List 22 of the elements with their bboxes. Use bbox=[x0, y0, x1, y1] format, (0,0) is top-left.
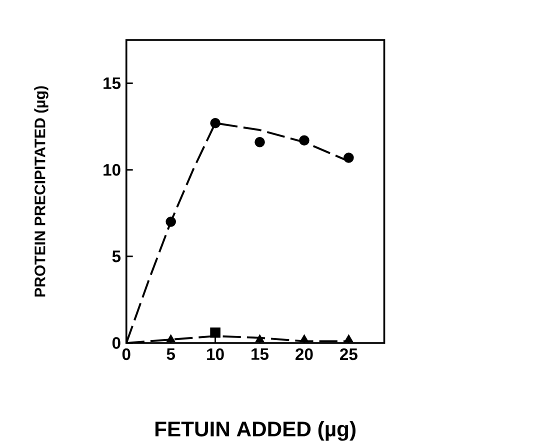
x-tick-label: 20 bbox=[296, 348, 313, 360]
point bbox=[255, 334, 264, 342]
x-tick-label: 5 bbox=[166, 348, 175, 360]
point bbox=[300, 334, 309, 342]
point bbox=[344, 334, 354, 342]
x-tick-label: 10 bbox=[207, 348, 224, 360]
point bbox=[344, 152, 354, 163]
point bbox=[210, 327, 220, 338]
y-tick-label: 15 bbox=[104, 77, 121, 89]
y-tick-label: 0 bbox=[112, 337, 120, 349]
x-tick-label: 25 bbox=[340, 348, 358, 360]
point bbox=[166, 334, 176, 342]
point bbox=[210, 118, 220, 128]
point bbox=[166, 216, 176, 227]
y-axis-title: PROTEIN PRECIPITATED (µg) bbox=[34, 86, 48, 296]
point bbox=[254, 136, 265, 148]
x-axis-title: FETUIN ADDED (µg) bbox=[155, 420, 356, 441]
x-tick-label: 0 bbox=[122, 348, 130, 360]
x-tick-label: 15 bbox=[252, 348, 269, 360]
point bbox=[299, 135, 310, 146]
y-tick-label: 5 bbox=[112, 250, 121, 262]
y-tick-label: 10 bbox=[104, 164, 120, 176]
